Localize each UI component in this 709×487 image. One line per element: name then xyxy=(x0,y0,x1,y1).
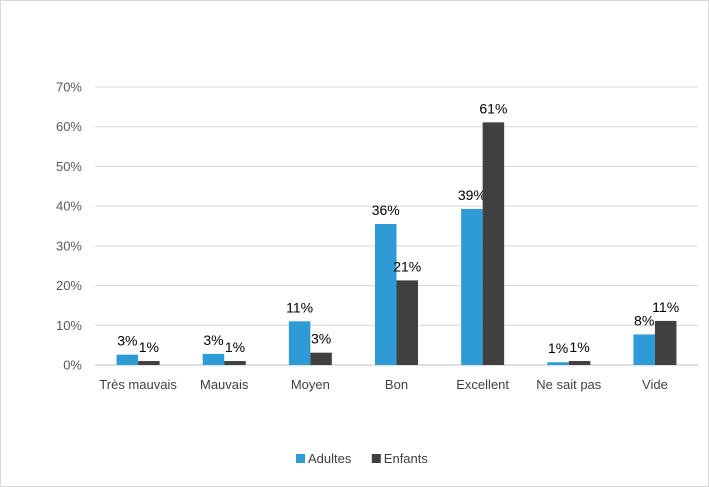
data-label: 1% xyxy=(548,340,568,356)
legend-label-adultes: Adultes xyxy=(308,451,352,466)
bar-enfants xyxy=(482,122,505,366)
y-tick-label: 60% xyxy=(56,119,82,134)
data-label: 3% xyxy=(117,333,137,349)
x-tick-label: Excellent xyxy=(456,377,509,392)
bar-adultes xyxy=(547,362,569,365)
x-tick-label: Mauvais xyxy=(200,377,249,392)
data-label: 61% xyxy=(479,100,507,116)
bar-adultes xyxy=(461,208,483,365)
data-label: 3% xyxy=(203,332,223,348)
bar-enfants xyxy=(138,361,160,365)
bar-adultes xyxy=(633,334,655,365)
x-tick-label: Vide xyxy=(642,377,668,392)
data-label: 1% xyxy=(225,339,245,355)
y-tick-label: 20% xyxy=(56,278,82,293)
y-tick-label: 70% xyxy=(56,80,82,95)
bar-enfants xyxy=(396,280,418,365)
y-tick-label: 30% xyxy=(56,238,82,253)
y-tick-label: 0% xyxy=(63,358,82,373)
x-tick-label: Très mauvais xyxy=(99,377,177,392)
bar-adultes xyxy=(202,353,225,365)
y-tick-label: 50% xyxy=(56,159,82,174)
bar-enfants xyxy=(568,361,591,365)
data-label: 11% xyxy=(286,299,313,315)
legend-swatch-adultes xyxy=(296,454,305,463)
y-tick-label: 40% xyxy=(56,199,82,214)
data-label: 1% xyxy=(139,339,159,355)
bar-enfants xyxy=(310,352,332,365)
x-tick-label: Moyen xyxy=(291,377,330,392)
data-label: 8% xyxy=(634,312,654,328)
x-tick-label: Ne sait pas xyxy=(536,377,602,392)
data-label: 11% xyxy=(652,299,679,315)
data-label: 3% xyxy=(311,331,331,347)
data-label: 21% xyxy=(393,258,421,274)
bar-enfants xyxy=(224,361,246,365)
bar-adultes xyxy=(116,354,139,365)
legend-label-enfants: Enfants xyxy=(384,451,429,466)
data-label: 39% xyxy=(458,187,486,203)
data-label: 1% xyxy=(569,339,589,355)
data-label: 36% xyxy=(372,202,400,218)
bar-adultes xyxy=(288,321,311,365)
bar-adultes xyxy=(375,224,397,365)
legend-swatch-enfants xyxy=(371,454,381,463)
bar-enfants xyxy=(654,320,677,365)
y-tick-label: 10% xyxy=(56,318,82,333)
x-tick-label: Bon xyxy=(385,377,408,392)
